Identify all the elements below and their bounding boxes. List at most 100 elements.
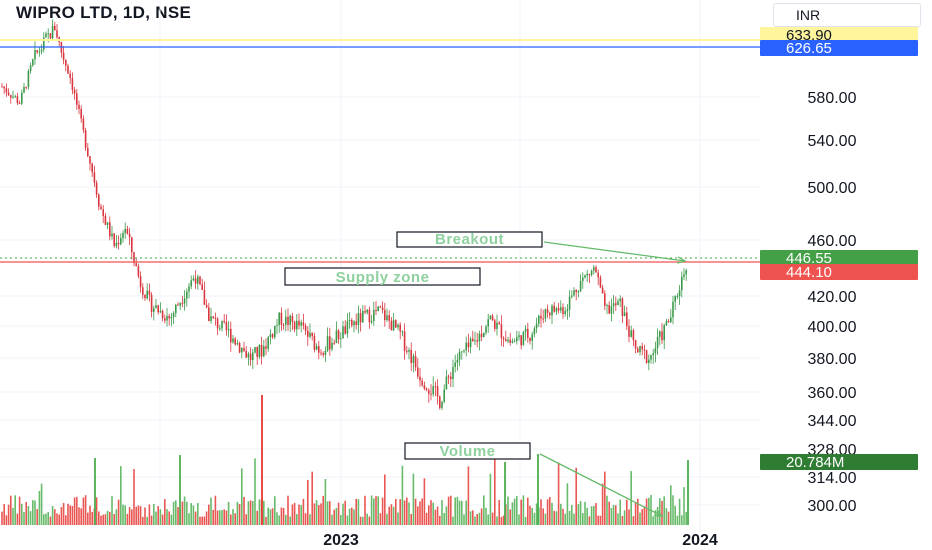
volume-bar <box>628 509 630 525</box>
volume-bar <box>14 495 16 525</box>
candle-body <box>98 194 100 207</box>
candle-body <box>584 275 586 278</box>
volume-bar <box>102 514 104 525</box>
candle-body <box>399 324 401 332</box>
candle-body <box>249 353 252 361</box>
candle-body <box>271 334 274 338</box>
candle-body <box>322 353 324 356</box>
volume-bar <box>25 502 27 525</box>
candle-body <box>106 222 109 225</box>
volume-bar <box>183 496 186 525</box>
candle-body <box>139 276 142 288</box>
volume-bar <box>201 516 203 525</box>
volume-bar <box>95 497 98 525</box>
x-tick-label: 2023 <box>323 532 359 549</box>
volume-bar <box>296 514 298 525</box>
candle-body <box>289 315 291 325</box>
candle-body <box>443 389 445 402</box>
candle-body <box>586 273 588 276</box>
candle-body <box>225 321 228 331</box>
candle-body <box>194 278 197 284</box>
volume-bar <box>318 505 320 525</box>
volume-bar <box>326 501 329 525</box>
y-tick-label: 580.00 <box>808 90 857 107</box>
volume-bar <box>124 505 126 525</box>
candle-body <box>335 330 338 344</box>
volume-bar <box>304 513 307 525</box>
volume-bar <box>472 510 474 525</box>
volume-bar <box>390 504 393 525</box>
volume-bar <box>175 500 177 525</box>
candle-body <box>502 337 505 340</box>
volume-bar <box>234 513 236 525</box>
candle-body <box>159 310 162 313</box>
candle-body <box>491 315 494 321</box>
volume-bar <box>144 507 146 525</box>
volume-bar <box>236 501 239 525</box>
candle-body <box>278 312 280 325</box>
candle-body <box>214 317 217 319</box>
volume-bar <box>128 507 131 525</box>
candle-body <box>359 313 362 323</box>
volume-bar <box>54 509 56 525</box>
annotation-box <box>404 442 531 460</box>
annotations: Breakout Supply zone Volume <box>284 231 687 517</box>
candle-body <box>146 290 148 299</box>
volume-bar <box>1 511 3 525</box>
candle-body <box>326 336 329 351</box>
volume-bar <box>575 467 577 525</box>
volume-bar <box>58 514 60 525</box>
candle-body <box>564 311 566 315</box>
volume-bar <box>333 509 335 525</box>
candle-body <box>428 390 430 394</box>
volume-bar <box>386 513 388 525</box>
volume-spike <box>537 454 539 525</box>
candle-body <box>357 313 360 325</box>
candle-body <box>7 92 10 96</box>
volume-bar <box>498 500 500 525</box>
volume-bar <box>309 514 311 525</box>
volume-bar <box>159 509 162 525</box>
candle-body <box>529 337 531 341</box>
volume-bar <box>177 507 179 525</box>
annotation-box <box>284 267 481 286</box>
volume-bar <box>531 507 533 525</box>
volume-bar <box>615 505 617 525</box>
candle-body <box>595 267 597 273</box>
currency-selector[interactable]: INR <box>773 3 921 27</box>
candle-body <box>148 290 151 295</box>
volume-bar <box>265 516 267 525</box>
candle-body <box>465 342 467 351</box>
candle-body <box>309 332 311 337</box>
volume-bar <box>353 509 355 525</box>
volume-bar <box>430 500 432 525</box>
volume-bar <box>315 500 318 525</box>
volume-bar <box>362 516 364 525</box>
candle-body <box>54 25 56 31</box>
candle-body <box>549 312 551 316</box>
volume-bar <box>630 471 632 525</box>
candle-body <box>47 33 49 35</box>
candle-body <box>291 315 294 322</box>
volume-bar <box>399 499 401 525</box>
volume-bar <box>313 503 316 525</box>
candle-body <box>597 272 599 278</box>
candle-body <box>650 354 652 360</box>
candle-body <box>353 321 355 326</box>
volume-bar <box>278 515 280 525</box>
candle-body <box>439 396 441 408</box>
volume-bar <box>452 516 454 525</box>
candle-body <box>458 351 461 360</box>
candle-body <box>21 92 23 104</box>
price-badge-label: 446.55 <box>786 250 832 267</box>
volume-bar <box>142 516 144 525</box>
volume-bar <box>126 513 129 525</box>
volume-bar <box>500 516 503 525</box>
volume-bar <box>311 471 313 525</box>
candle-body <box>313 335 316 350</box>
candle-body <box>333 342 335 344</box>
candle-body <box>410 349 412 363</box>
candle-body <box>172 313 175 318</box>
volume-bar <box>106 510 109 525</box>
